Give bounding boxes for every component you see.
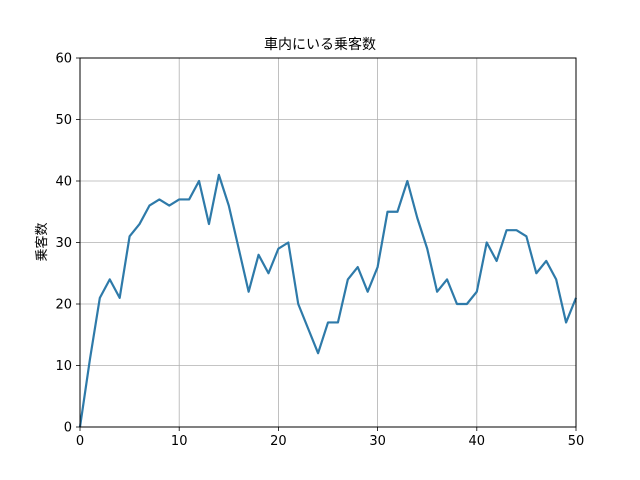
chart-title: 車内にいる乗客数: [264, 36, 376, 53]
x-tick-label: 0: [76, 434, 84, 449]
series-layer: [78, 173, 578, 428]
y-tick-label: 50: [55, 113, 72, 128]
y-tick-label: 0: [64, 421, 72, 436]
x-axis: 0 10 20 30 40 50: [76, 427, 584, 449]
y-tick-label: 10: [55, 359, 72, 374]
y-tick-label: 30: [55, 236, 72, 251]
x-tick-label: 50: [568, 434, 585, 449]
y-tick-label: 40: [55, 175, 72, 190]
x-tick-label: 20: [270, 434, 287, 449]
x-tick-label: 30: [369, 434, 386, 449]
y-tick-label: 20: [55, 298, 72, 313]
series-line: [78, 173, 578, 428]
y-axis: 0 10 20 30 40 50 60: [55, 52, 80, 436]
x-tick-label: 40: [469, 434, 486, 449]
y-tick-label: 60: [55, 52, 72, 67]
y-axis-label: 乗客数: [34, 222, 50, 261]
x-tick-label: 10: [171, 434, 188, 449]
